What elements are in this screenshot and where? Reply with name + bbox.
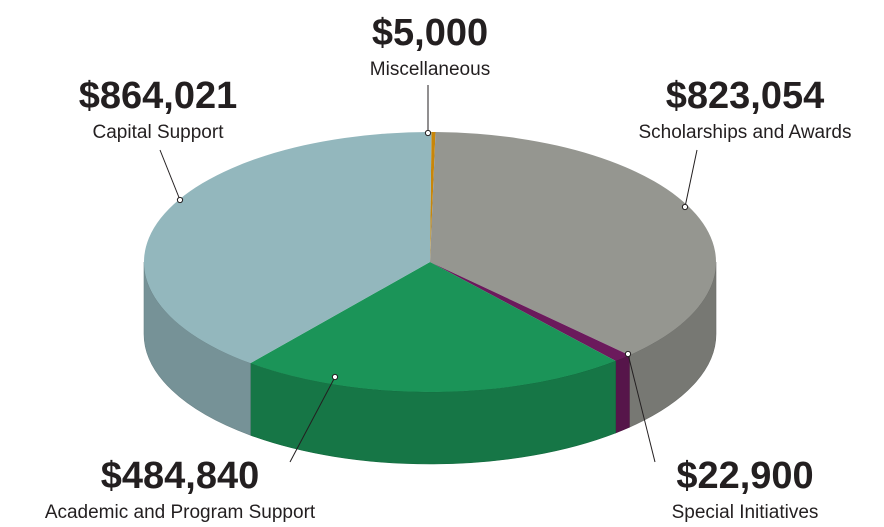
- leader-dot: [424, 129, 432, 137]
- slice: [144, 132, 432, 364]
- value-label: $5,000: [372, 12, 488, 54]
- leader-line: [627, 353, 656, 463]
- leader-dot: [176, 196, 184, 204]
- value-label: $864,021: [79, 75, 238, 117]
- value-label: $823,054: [666, 75, 825, 117]
- leader-line: [159, 149, 181, 201]
- slice: [430, 132, 436, 262]
- value-label: $22,900: [676, 455, 813, 497]
- category-label: Academic and Program Support: [45, 502, 316, 523]
- leader-line: [289, 376, 336, 463]
- slice: [430, 132, 716, 356]
- leader-dot: [624, 350, 632, 358]
- leader-dot: [681, 203, 689, 211]
- category-label: Scholarships and Awards: [639, 122, 852, 143]
- slice-side: [615, 354, 630, 434]
- category-label: Special Initiatives: [672, 502, 819, 523]
- slice: [250, 262, 616, 392]
- category-label: Miscellaneous: [370, 59, 490, 80]
- leader-dot: [331, 373, 339, 381]
- leader-line: [684, 149, 698, 208]
- slice: [430, 262, 630, 361]
- value-label: $484,840: [101, 455, 260, 497]
- category-label: Capital Support: [93, 122, 225, 143]
